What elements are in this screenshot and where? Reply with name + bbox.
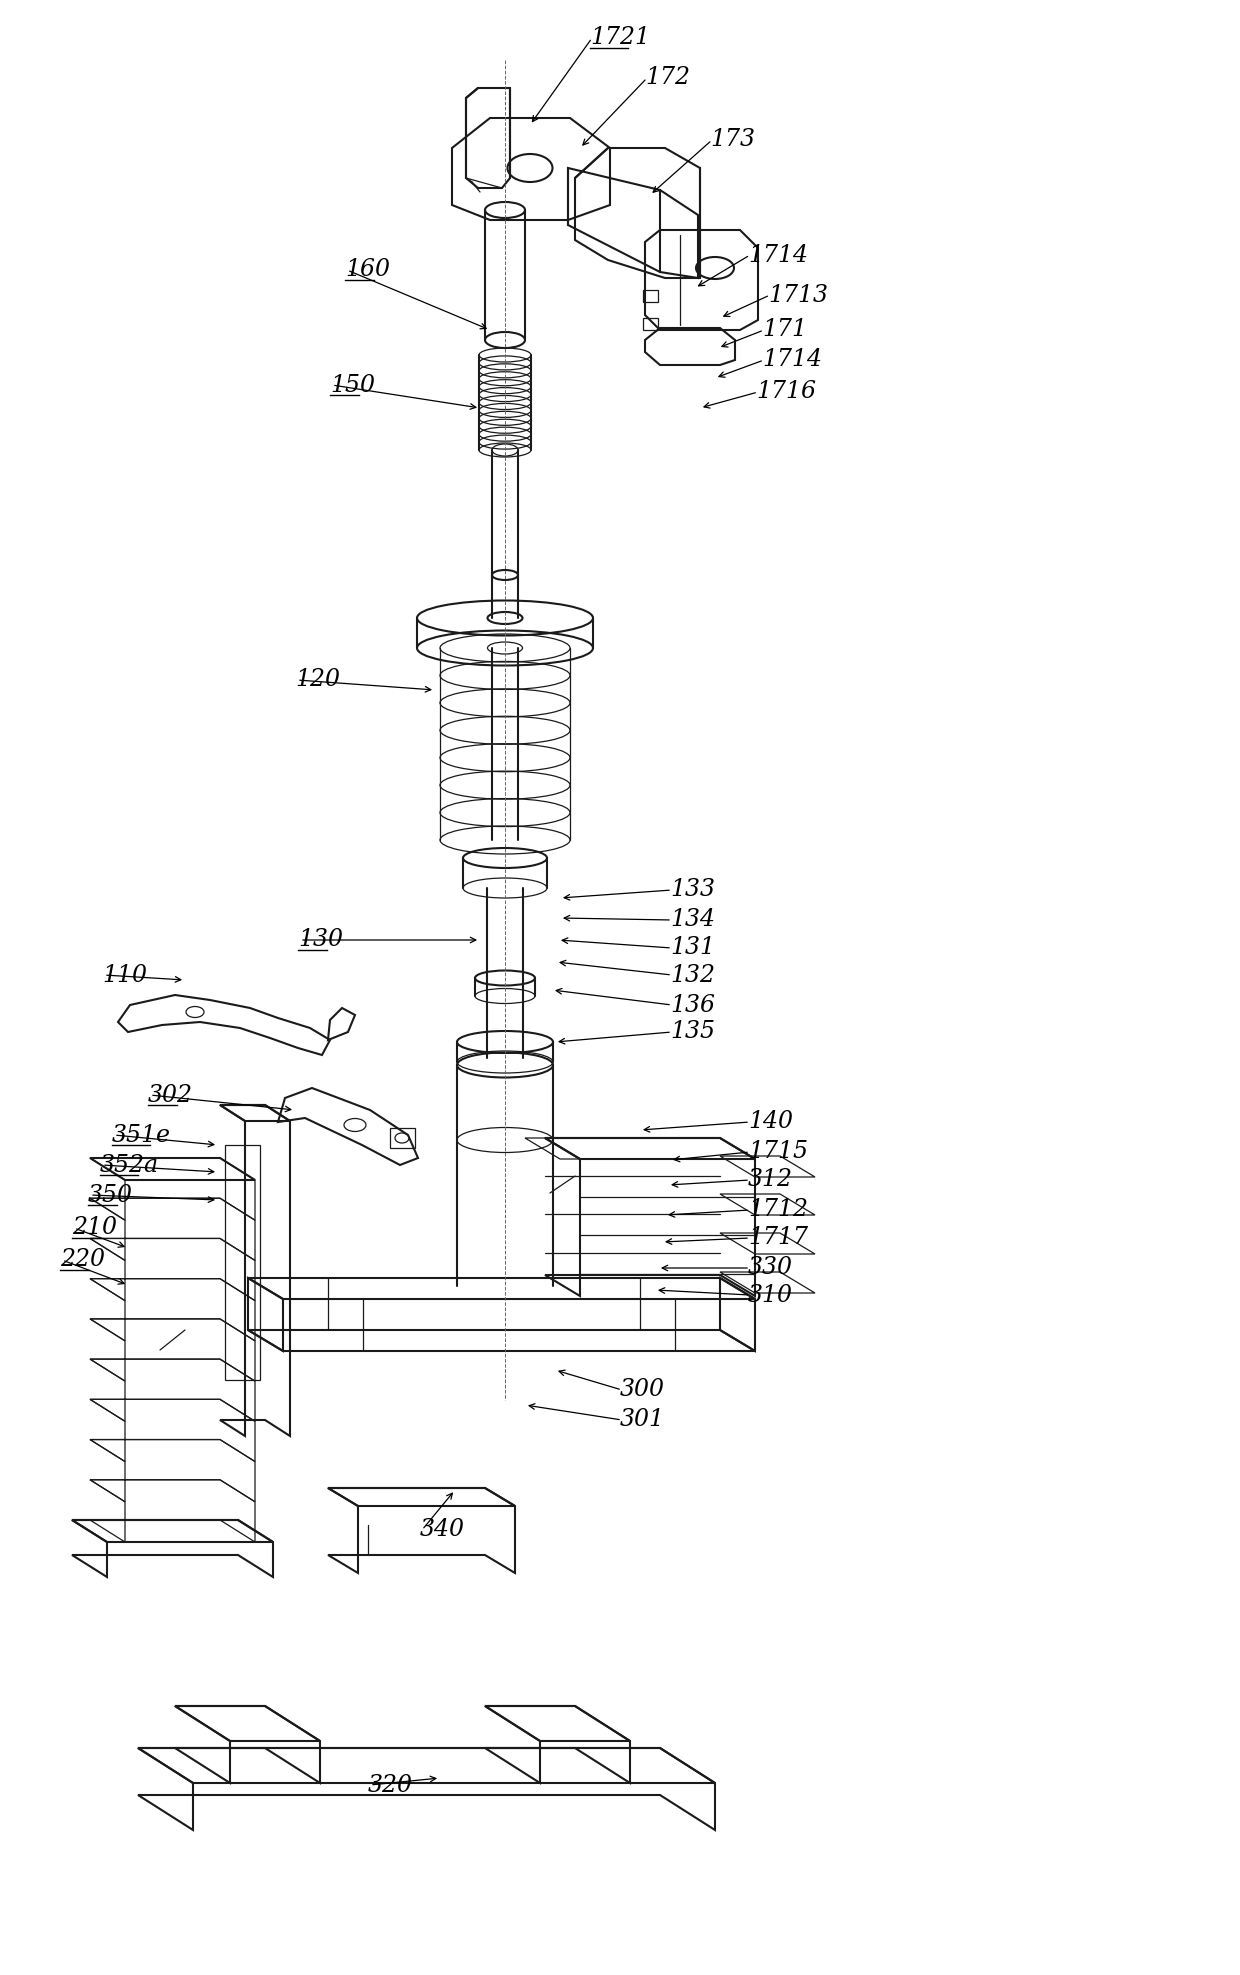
Text: 220: 220 [60, 1248, 105, 1272]
Text: 160: 160 [345, 259, 391, 282]
Text: 1713: 1713 [768, 284, 828, 306]
Text: 171: 171 [763, 318, 807, 342]
Text: 302: 302 [148, 1084, 193, 1106]
Text: 310: 310 [748, 1284, 794, 1307]
Text: 300: 300 [620, 1379, 665, 1402]
Text: 1716: 1716 [756, 381, 816, 403]
Text: 173: 173 [711, 128, 755, 152]
Text: 140: 140 [748, 1110, 794, 1134]
Text: 172: 172 [645, 67, 689, 89]
Text: 1714: 1714 [748, 243, 808, 267]
Text: 1717: 1717 [748, 1226, 808, 1250]
Text: 150: 150 [330, 373, 374, 397]
Text: 1715: 1715 [748, 1140, 808, 1163]
Text: 132: 132 [670, 964, 715, 986]
Text: 135: 135 [670, 1021, 715, 1043]
Text: 134: 134 [670, 908, 715, 932]
Text: 130: 130 [298, 928, 343, 952]
Text: 301: 301 [620, 1408, 665, 1432]
Text: 320: 320 [368, 1774, 413, 1797]
Text: 120: 120 [295, 668, 340, 691]
Text: 312: 312 [748, 1169, 794, 1191]
Text: 136: 136 [670, 993, 715, 1017]
Text: 1712: 1712 [748, 1199, 808, 1221]
Text: 110: 110 [102, 964, 148, 986]
Text: 330: 330 [748, 1256, 794, 1280]
Text: 1721: 1721 [590, 26, 650, 49]
Text: 1714: 1714 [763, 348, 822, 371]
Text: 350: 350 [88, 1183, 133, 1207]
Text: 351e: 351e [112, 1124, 171, 1147]
Text: 131: 131 [670, 936, 715, 960]
Text: 340: 340 [420, 1519, 465, 1542]
Text: 133: 133 [670, 879, 715, 901]
Text: 352a: 352a [100, 1153, 159, 1177]
Text: 210: 210 [72, 1217, 117, 1240]
